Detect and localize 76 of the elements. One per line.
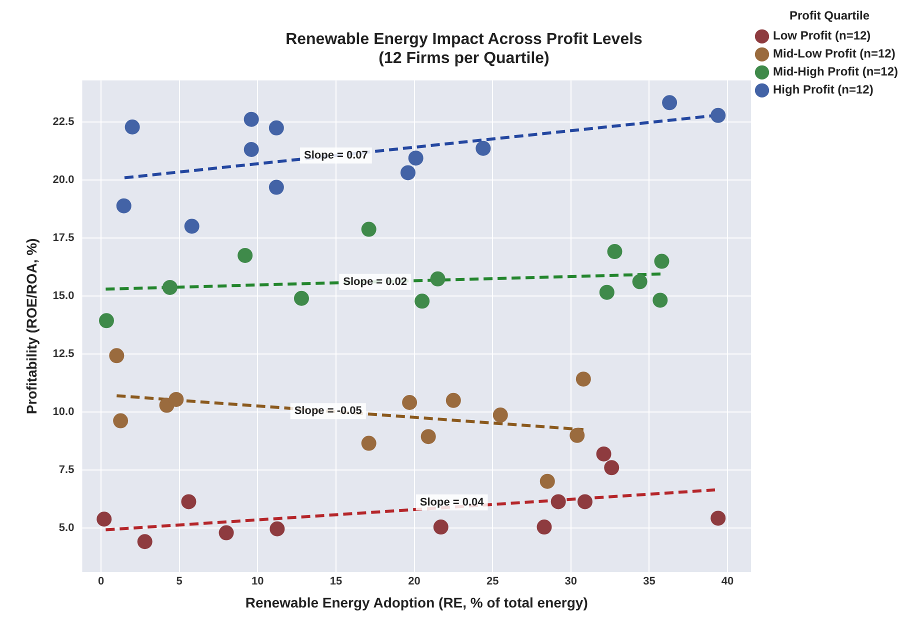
point — [96, 512, 112, 527]
point — [294, 290, 309, 306]
point — [402, 394, 418, 410]
point — [268, 180, 284, 195]
point — [361, 222, 376, 237]
point — [654, 254, 670, 269]
point — [576, 372, 591, 387]
point — [270, 521, 285, 536]
point — [113, 413, 128, 428]
annotation: Slope = 0.04 — [420, 496, 485, 508]
x-tick-label: 40 — [721, 576, 734, 588]
point — [607, 244, 622, 260]
y-axis-title: Profitability (ROE/ROA, %) — [23, 238, 40, 414]
x-tick-label: 15 — [330, 576, 342, 588]
x-axis-title: Renewable Energy Adoption (RE, % of total energy) — [245, 594, 588, 610]
y-tick-label: 20.0 — [52, 174, 74, 186]
point — [98, 313, 114, 328]
legend-title: Profit Quartile — [789, 8, 870, 22]
point — [652, 292, 668, 308]
legend-label: Low Profit (n=12) — [773, 28, 871, 43]
y-tick-label: 5.0 — [58, 522, 74, 534]
point — [577, 494, 592, 510]
point — [596, 446, 612, 462]
annotation: Slope = -0.05 — [294, 405, 362, 418]
y-tick-label: 15.0 — [52, 290, 74, 302]
point — [536, 520, 552, 535]
point — [540, 474, 555, 489]
point — [662, 95, 678, 110]
point — [414, 294, 430, 309]
x-tick-label: 0 — [98, 576, 104, 588]
point — [124, 120, 140, 135]
y-tick-label: 17.5 — [52, 232, 74, 244]
point — [218, 525, 234, 540]
y-tick-label: 12.5 — [52, 348, 74, 360]
point — [244, 142, 259, 158]
legend-label: Mid-Low Profit (n=12) — [773, 46, 896, 61]
point — [604, 460, 620, 476]
point — [361, 436, 376, 451]
point — [244, 112, 259, 127]
x-tick-label: 35 — [643, 576, 656, 588]
y-tick-label: 10.0 — [52, 406, 74, 418]
point — [570, 428, 585, 443]
chart-title: Renewable Energy Impact Across Profit Levels (12 Firms per Quartile) — [286, 31, 643, 68]
point — [109, 348, 124, 364]
point — [238, 248, 253, 263]
point — [492, 408, 508, 423]
legend-label: Mid-High Profit (n=12) — [773, 64, 898, 79]
x-tick-label: 5 — [176, 576, 182, 588]
point — [162, 280, 178, 295]
point — [710, 108, 726, 123]
point — [181, 494, 196, 510]
point — [408, 150, 424, 166]
point — [137, 534, 152, 550]
annotation: Slope = 0.02 — [343, 276, 408, 288]
point — [268, 120, 284, 136]
y-tick-label: 7.5 — [58, 464, 74, 476]
y-tick-label: 22.5 — [52, 116, 74, 128]
x-tick-label: 25 — [486, 576, 499, 588]
point — [632, 274, 648, 290]
point — [476, 140, 491, 156]
point — [433, 520, 448, 535]
point — [184, 218, 200, 234]
point — [116, 198, 132, 214]
legend-label: High Profit (n=12) — [773, 82, 874, 97]
point — [550, 494, 566, 510]
annotation: Slope = 0.07 — [304, 150, 368, 162]
point — [168, 392, 184, 407]
point — [710, 510, 726, 526]
point — [446, 392, 461, 408]
point — [599, 284, 614, 300]
x-tick-label: 10 — [252, 576, 264, 588]
point — [420, 429, 436, 444]
x-tick-label: 20 — [408, 576, 420, 588]
x-tick-label: 30 — [564, 576, 578, 588]
point — [430, 271, 446, 286]
point — [400, 165, 416, 180]
